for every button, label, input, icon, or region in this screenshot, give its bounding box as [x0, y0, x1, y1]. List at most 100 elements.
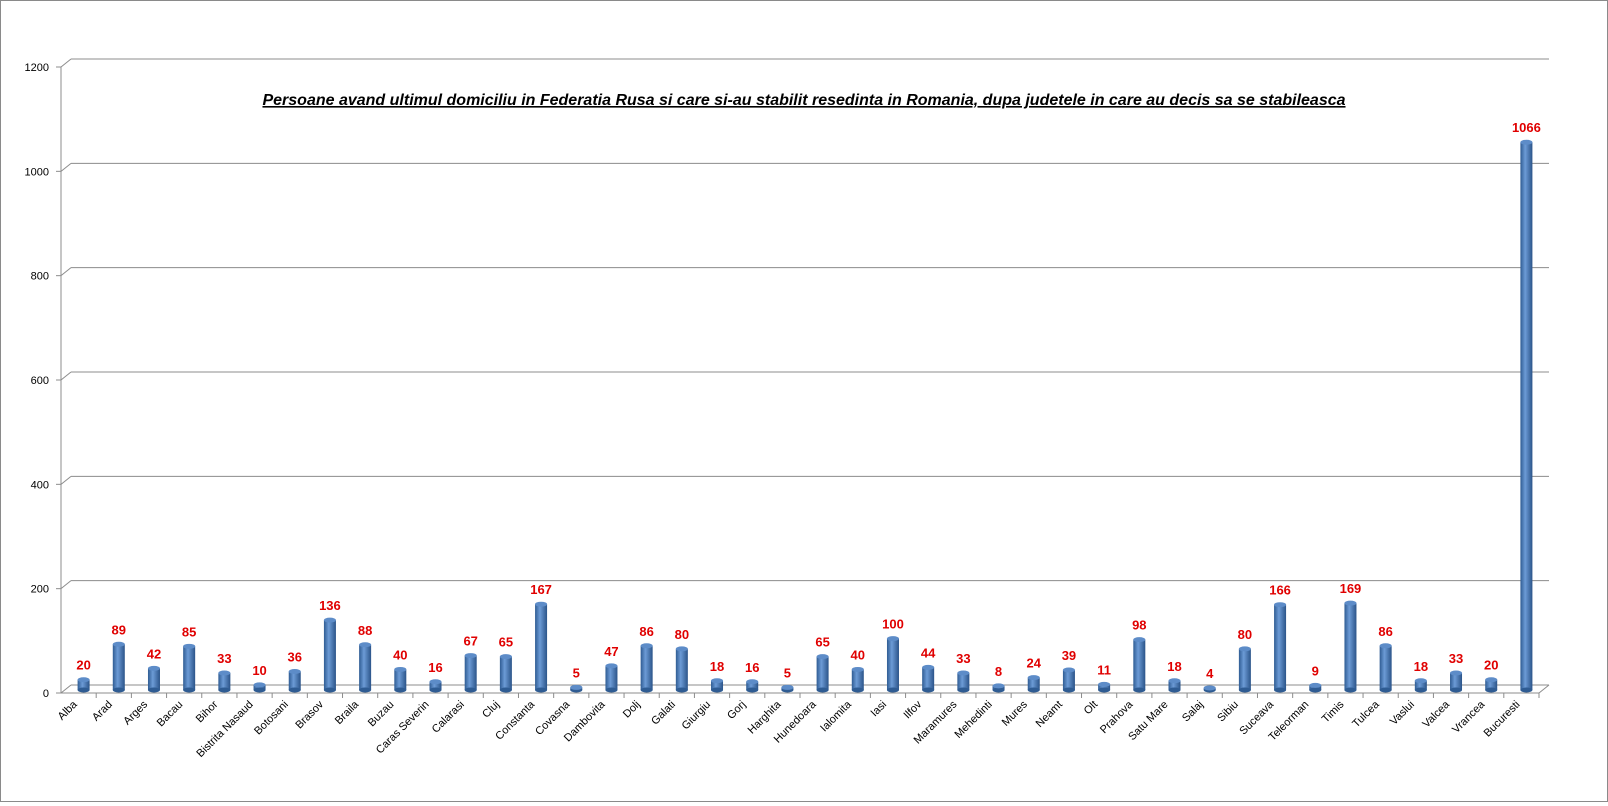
data-label: 24 — [1027, 656, 1042, 671]
data-label: 167 — [530, 582, 552, 597]
bar — [605, 663, 618, 693]
data-label: 65 — [499, 635, 513, 650]
bar-top — [429, 679, 442, 685]
data-label: 100 — [882, 617, 904, 632]
bar — [1027, 675, 1040, 693]
data-label: 33 — [956, 651, 970, 666]
bar-base — [922, 687, 935, 693]
bar-top — [359, 642, 372, 648]
data-label: 85 — [182, 624, 196, 639]
bar-top — [253, 682, 266, 688]
bar-base — [1062, 687, 1075, 693]
bar-base — [957, 687, 970, 693]
bar-body — [359, 644, 372, 690]
y-tick-label: 0 — [43, 688, 49, 700]
bar-top — [781, 684, 794, 690]
bar — [781, 684, 794, 693]
bar — [394, 666, 407, 693]
data-label: 136 — [319, 598, 341, 613]
data-label: 40 — [851, 647, 865, 662]
bar-base — [323, 687, 336, 693]
bar-top — [1344, 600, 1357, 606]
bar-body — [464, 655, 477, 690]
data-label: 36 — [288, 650, 302, 665]
bar-top — [711, 678, 724, 684]
x-tick-label: Cluj — [480, 699, 502, 721]
y-tick-label: 1000 — [25, 166, 49, 178]
bar — [640, 643, 653, 693]
bar-top — [992, 683, 1005, 689]
bar — [323, 617, 336, 693]
bar-top — [288, 669, 301, 675]
bar — [1520, 139, 1533, 693]
data-label: 80 — [1238, 627, 1252, 642]
bar-top — [1450, 670, 1463, 676]
bar — [359, 642, 372, 693]
bar-top — [675, 646, 688, 652]
x-tick-label: Bacau — [155, 699, 186, 730]
x-tick-label: Buzau — [366, 699, 397, 730]
bar-top — [1379, 643, 1392, 649]
bar-top — [218, 670, 231, 676]
data-label: 18 — [1414, 659, 1428, 674]
bar — [1238, 646, 1251, 693]
bar-top — [499, 654, 512, 660]
x-tick-label: Mures — [1000, 698, 1030, 728]
bar — [1133, 637, 1146, 693]
bar-body — [499, 656, 512, 690]
bar-body — [1098, 684, 1111, 690]
x-tick-label: Alba — [56, 698, 81, 723]
data-label: 98 — [1132, 618, 1146, 633]
data-label: 80 — [675, 627, 689, 642]
data-label: 86 — [639, 624, 653, 639]
bar-base — [183, 687, 196, 693]
bar-base — [288, 687, 301, 693]
bar — [499, 654, 512, 693]
bar-body — [711, 680, 724, 690]
data-label: 40 — [393, 647, 407, 662]
bar — [675, 646, 688, 693]
bar-body — [1520, 142, 1533, 691]
x-tick-label: Mehedinti — [952, 699, 994, 741]
bar-base — [1414, 687, 1427, 693]
bar-base — [464, 687, 477, 693]
x-tick-label: Brasov — [293, 698, 326, 731]
x-tick-label: Bihor — [194, 698, 221, 725]
bar-top — [1133, 637, 1146, 643]
x-tick-label: Salaj — [1180, 699, 1206, 725]
bar — [711, 678, 724, 693]
bar-base — [746, 687, 759, 693]
bar-top — [1168, 678, 1181, 684]
bar-base — [1274, 687, 1287, 693]
bar-body — [605, 665, 618, 690]
bar — [464, 653, 477, 693]
x-tick-label: Arad — [90, 699, 115, 724]
x-tick-label: Ialomita — [818, 698, 854, 734]
bar-base — [499, 687, 512, 693]
bar-base — [1485, 687, 1498, 693]
bar-top — [535, 601, 548, 607]
bar-base — [1450, 687, 1463, 693]
x-tick-label: Sibiu — [1215, 699, 1241, 725]
bar-body — [147, 668, 160, 690]
x-tick-label: Braila — [333, 698, 362, 727]
bar-body — [1133, 639, 1146, 690]
bar-top — [112, 641, 125, 647]
bar-top — [816, 654, 829, 660]
bar-base — [147, 687, 160, 693]
x-tick-label: Dolj — [621, 699, 643, 721]
bar-base — [992, 687, 1005, 693]
data-label: 67 — [463, 634, 477, 649]
data-label: 1066 — [1512, 120, 1541, 135]
gridline-depth — [60, 580, 72, 590]
bar-base — [851, 687, 864, 693]
bar-top — [394, 666, 407, 672]
bar-body — [1450, 673, 1463, 690]
gridline-depth — [60, 371, 72, 381]
bar-top — [464, 653, 477, 659]
bar-top — [1414, 678, 1427, 684]
bar — [429, 679, 442, 693]
bar-base — [77, 687, 90, 693]
